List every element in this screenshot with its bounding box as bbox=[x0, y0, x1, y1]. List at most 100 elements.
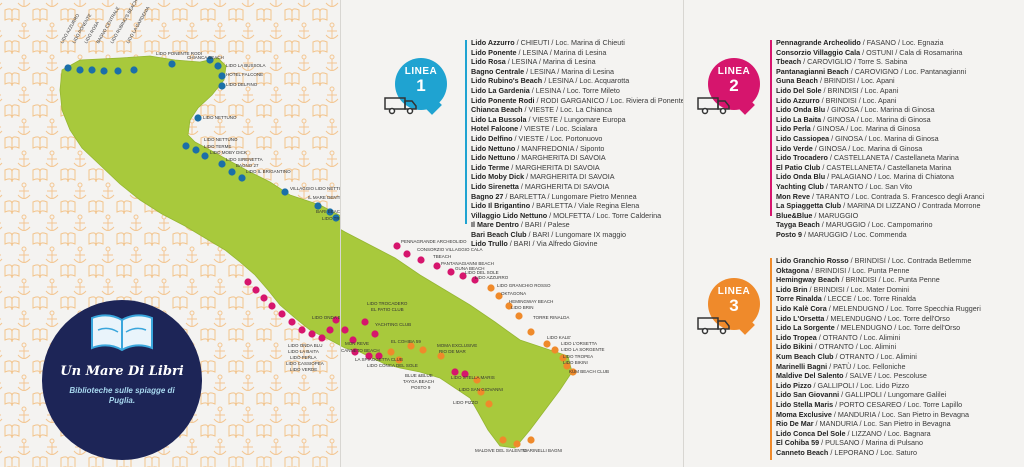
lido-row: El Cohiba 59 / PULSANO / Marina di Pulsa… bbox=[776, 438, 981, 448]
linea1-label: LINEA bbox=[404, 66, 438, 77]
badge-tail bbox=[735, 315, 755, 335]
lido-row: Lido Rosa / LESINA / Marina di Lesina bbox=[471, 57, 685, 67]
lido-row: Canneto Beach / LEPORANO / Loc. Saturo bbox=[776, 448, 981, 458]
lido-location: / MARINA DI LIZZANO / Contrada Morrone bbox=[841, 201, 981, 211]
lido-row: Villaggio Lido Nettuno / MOLFETTA / Loc.… bbox=[471, 211, 685, 221]
lido-name: Lido San Giovanni bbox=[776, 390, 840, 400]
lido-name: Lido La Gardenia bbox=[471, 85, 530, 95]
lido-name: Lido Moby Dick bbox=[471, 172, 525, 182]
lido-row: Lido Brin / BRINDISI / Loc. Mater Domini bbox=[776, 285, 981, 295]
lido-name: Lido Il Brigantino bbox=[471, 201, 531, 211]
linea3-badge: LINEA 3 bbox=[708, 278, 760, 335]
lido-name: El Cohiba 59 bbox=[776, 438, 820, 448]
map-label-tbeach: TBEACH bbox=[433, 254, 452, 259]
map-label-hemingway: HEMINGWAY BEACH bbox=[509, 299, 554, 304]
lido-name: Pantanagianni Beach bbox=[776, 66, 849, 76]
lido-row: Lido Onda Blu / PALAGIANO / Loc. Marina … bbox=[776, 172, 984, 182]
lido-location: / GINOSA / Loc. Marina di Ginosa bbox=[829, 133, 939, 143]
lido-row: Lido Nettuno / MANFREDONIA / Siponto bbox=[471, 144, 685, 154]
linea1-list: Lido Azzurro / CHIEUTI / Loc. Marina di … bbox=[471, 38, 685, 249]
lido-location: / MANDURIA / Loc. San Pietro in Bevagna bbox=[831, 409, 969, 419]
lido-location: / PATÙ / Loc. Felloniche bbox=[827, 361, 906, 371]
lido-location: / BRINDISI / Loc. Apani bbox=[819, 95, 897, 105]
map-label-del-sole: LIDO DEL SOLE bbox=[465, 270, 499, 275]
lido-location: / BARLETTA / Lungomare Pietro Mennea bbox=[503, 191, 637, 201]
linea2-badge: LINEA 2 bbox=[708, 58, 760, 115]
lido-location: / GINOSA / Loc. Marina di Ginosa bbox=[825, 105, 935, 115]
map-label-torre-rinalda: TORRE RINALDA bbox=[533, 315, 570, 320]
linea1-bar bbox=[465, 40, 467, 224]
map-label-trocadero: LIDO TROCADERO bbox=[367, 301, 408, 306]
lido-location: / TARANTO / Loc. Contrada S. Francesco d… bbox=[809, 191, 985, 201]
lido-name: Pennagrande Archeolido bbox=[776, 38, 861, 47]
lido-location: / MARUGGIO / Loc. Campomarino bbox=[819, 220, 933, 230]
lido-name: Canneto Beach bbox=[776, 447, 829, 457]
lido-row: Lido Ponente Rodi / RODI GARGANICO / Loc… bbox=[471, 96, 685, 106]
map-label-tayga: TAYGA BEACH bbox=[403, 379, 435, 384]
lido-row: Lido Ponente / LESINA / Marina di Lesina bbox=[471, 48, 685, 58]
lido-location: / GINOSA / Loc. Marina di Ginosa bbox=[821, 114, 931, 124]
lido-location: / VIESTE / Loc. La Chianca bbox=[522, 105, 613, 115]
lido-name: Rio De Mar bbox=[776, 419, 814, 429]
map-label-onda-blu-palagiano: LIDO ONDA BLU bbox=[312, 315, 347, 320]
lido-name: Lido Granchio Rosso bbox=[776, 256, 849, 265]
map-label-kum: KUM BEACH CLUB bbox=[569, 369, 610, 374]
lido-name: Guna Beach bbox=[776, 76, 818, 86]
lido-row: Tayga Beach / MARUGGIO / Loc. Campomarin… bbox=[776, 220, 984, 230]
lido-name: Tbeach bbox=[776, 57, 802, 67]
lido-location: / PALAGIANO / Loc. Marina di Chiatona bbox=[825, 172, 955, 182]
map-label-cassiopea: LIDO CASSIOPEA bbox=[286, 361, 324, 366]
lido-location: / OTRANTO / Loc. Alimini bbox=[816, 332, 901, 342]
lido-location: / LESINA / Loc. Acquarotta bbox=[542, 76, 630, 86]
map-panel: CHIANCA BEACH LIDO PONENTE RODI LIDO LA … bbox=[0, 0, 357, 467]
lido-name: Lido Rosa bbox=[471, 57, 506, 67]
lido-location: / MELENDUGNO / Loc. Torre dell'Orso bbox=[824, 313, 950, 323]
lido-name: Lido Tropea bbox=[776, 332, 817, 342]
lido-row: Lido Kalè Cora / MELENDUGNO / Loc. Torre… bbox=[776, 304, 981, 314]
lido-row: Lido Pizzo / GALLIPOLI / Loc. Lido Pizzo bbox=[776, 381, 981, 391]
map-label-bikini: LIDO BIKINI bbox=[563, 360, 588, 365]
lido-row: Lido Moby Dick / MARGHERITA DI SAVOIA bbox=[471, 172, 685, 182]
map-label-mare-dentro: IL MARE DENTRO bbox=[308, 195, 347, 200]
lido-location: / BRINDISI / Loc. Contrada Betlemme bbox=[848, 256, 972, 265]
lido-location: / BRINDISI / Loc. Punta Penne bbox=[839, 275, 940, 285]
linea1-badge: LINEA 1 bbox=[395, 58, 447, 115]
lido-name: Villaggio Lido Nettuno bbox=[471, 210, 548, 220]
lido-name: Lido Bikini bbox=[776, 342, 813, 352]
truck-icon bbox=[697, 97, 730, 115]
lido-location: / BARLETTA / Viale Regina Elena bbox=[530, 201, 640, 211]
map-label-san-giovanni: LIDO SAN GIOVANNI bbox=[459, 387, 503, 392]
lido-location: / CASTELLANETA / Castellaneta Marina bbox=[820, 162, 952, 172]
lido-name: Hotel Falcone bbox=[471, 124, 519, 134]
lido-location: / LESINA / Marina di Lesina bbox=[505, 57, 596, 67]
linea3-list: Lido Granchio Rosso / BRINDISI / Loc. Co… bbox=[776, 256, 981, 457]
lido-location: / GINOSA / Loc. Marina di Ginosa bbox=[810, 124, 921, 134]
lido-row: Lido La Bussola / VIESTE / Lungomare Eur… bbox=[471, 115, 685, 125]
lido-name: Blue&Blue bbox=[776, 210, 813, 220]
map-label-chianca: CHIANCA BEACH bbox=[187, 55, 224, 60]
lido-name: Lido Azzurro bbox=[471, 38, 515, 47]
lido-name: El Patio Club bbox=[776, 162, 821, 172]
lido-row: Lido Perla / GINOSA / Loc. Marina di Gin… bbox=[776, 124, 984, 134]
lido-location: / MELENDUGNO / Loc. Torre dell'Orso bbox=[834, 323, 961, 333]
lido-row: Lido Bikini / OTRANTO / Loc. Alimini bbox=[776, 342, 981, 352]
lido-location: / LIZZANO / Loc. Bagnara bbox=[845, 428, 931, 438]
map-label-sorgente: LIDO LA SORGENTE bbox=[561, 347, 605, 352]
lido-location: / LESINA / Marina di Lesina bbox=[524, 66, 615, 76]
map-label-villaggio-nettuno: VILLAGGIO LIDO NETTUNO bbox=[290, 186, 349, 191]
lido-row: Pennagrande Archeolido / FASANO / Loc. E… bbox=[776, 38, 984, 48]
lido-location: / PULSANO / Marina di Pulsano bbox=[819, 438, 924, 448]
map-label-perla: LIDO PERLA bbox=[290, 355, 317, 360]
lido-location: / GALLIPOLI / Loc. Lido Pizzo bbox=[811, 380, 910, 390]
lido-row: Lido Tropea / OTRANTO / Loc. Alimini bbox=[776, 333, 981, 343]
map-label-moby-dick: LIDO MOBY DICK bbox=[210, 150, 247, 155]
map-label-brin: LIDO BRIN bbox=[511, 305, 534, 310]
map-label-bagno27: BAGNO 27 bbox=[236, 163, 259, 168]
map-label-el-patio: EL PATIO CLUB bbox=[371, 307, 404, 312]
map-label-cala: CONSORZIO VILLAGGIO CALA bbox=[417, 247, 483, 252]
map-label-pantanagianni: PANTANAGIANNI BEACH bbox=[441, 261, 494, 266]
map-label-pizzo: LIDO PIZZO bbox=[453, 400, 479, 405]
lido-location: / CHIEUTI / Loc. Marina di Chieuti bbox=[514, 38, 625, 47]
lido-row: Hotel Falcone / VIESTE / Loc. Scialara bbox=[471, 124, 685, 134]
lido-location: / OSTUNI / Cala di Rosamarina bbox=[860, 47, 963, 57]
